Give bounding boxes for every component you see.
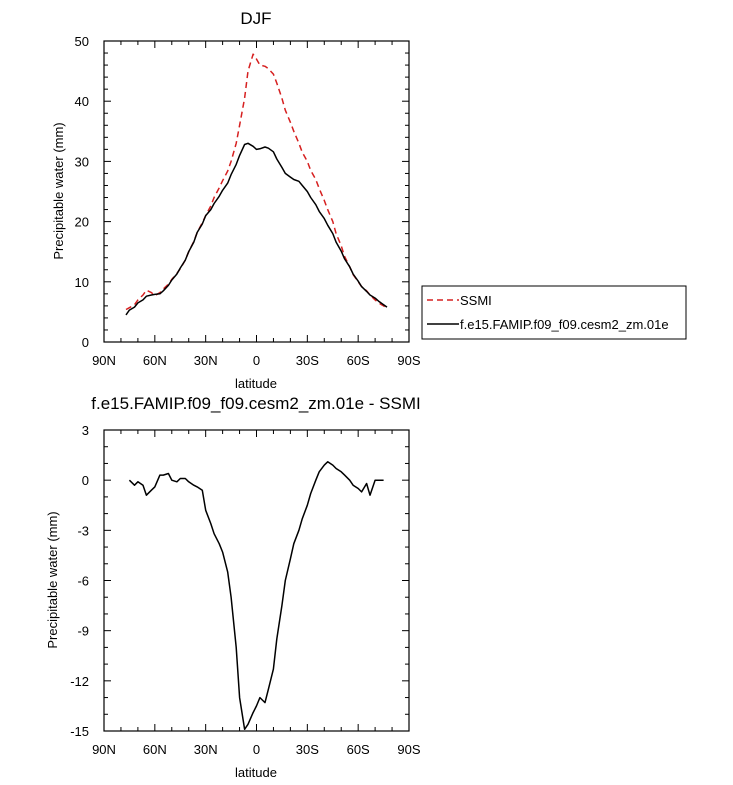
legend-box [421,285,687,340]
series-line-0 [125,53,388,311]
y-tick-label: 20 [75,215,89,230]
chart-djf: DJF 90N 60N 30N 0 30S 60S 90S 0 10 20 30 40 50 Preci… [51,9,687,391]
y-tick-label: 0 [82,473,89,488]
x-tick-label: 60S [347,353,370,368]
y-tick-label: -9 [77,624,89,639]
series-line-1 [125,142,388,316]
y-tick-label: 0 [82,335,89,350]
y-axis-label: Precipitable water (mm) [45,511,60,648]
x-tick-label: 30N [194,353,218,368]
legend-label-model: f.e15.FAMIP.f09_f09.cesm2_zm.01e [460,317,669,332]
chart-title: DJF [240,9,271,28]
x-tick-label: 30S [296,742,319,757]
x-tick-label: 60S [347,742,370,757]
plot-frame [103,40,410,343]
y-tick-label: 50 [75,34,89,49]
series-line-0 [128,461,384,731]
legend-label-ssmi: SSMI [460,293,492,308]
x-tick-label: 90S [397,742,420,757]
x-tick-label: 30S [296,353,319,368]
x-axis-label: latitude [235,376,277,391]
y-tick-label: -12 [70,674,89,689]
x-tick-label: 90N [92,742,116,757]
y-tick-label: 3 [82,423,89,438]
y-tick-label: -3 [77,523,89,538]
y-tick-label: 40 [75,94,89,109]
y-tick-label: -15 [70,724,89,739]
y-tick-label: 30 [75,154,89,169]
x-tick-label: 90S [397,353,420,368]
x-tick-label: 30N [194,742,218,757]
x-tick-label: 90N [92,353,116,368]
x-tick-label: 0 [253,353,260,368]
y-tick-label: -6 [77,574,89,589]
chart-title: f.e15.FAMIP.f09_f09.cesm2_zm.01e - SSMI [91,394,420,413]
x-tick-label: 60N [143,742,167,757]
plot-frame [103,429,410,732]
chart-difference: f.e15.FAMIP.f09_f09.cesm2_zm.01e - SSMI … [45,394,421,780]
x-axis-label: latitude [235,765,277,780]
x-tick-label: 0 [253,742,260,757]
x-tick-label: 60N [143,353,167,368]
y-axis-label: Precipitable water (mm) [51,122,66,259]
legend: SSMI f.e15.FAMIP.f09_f09.cesm2_zm.01e [421,285,687,340]
y-tick-label: 10 [75,275,89,290]
